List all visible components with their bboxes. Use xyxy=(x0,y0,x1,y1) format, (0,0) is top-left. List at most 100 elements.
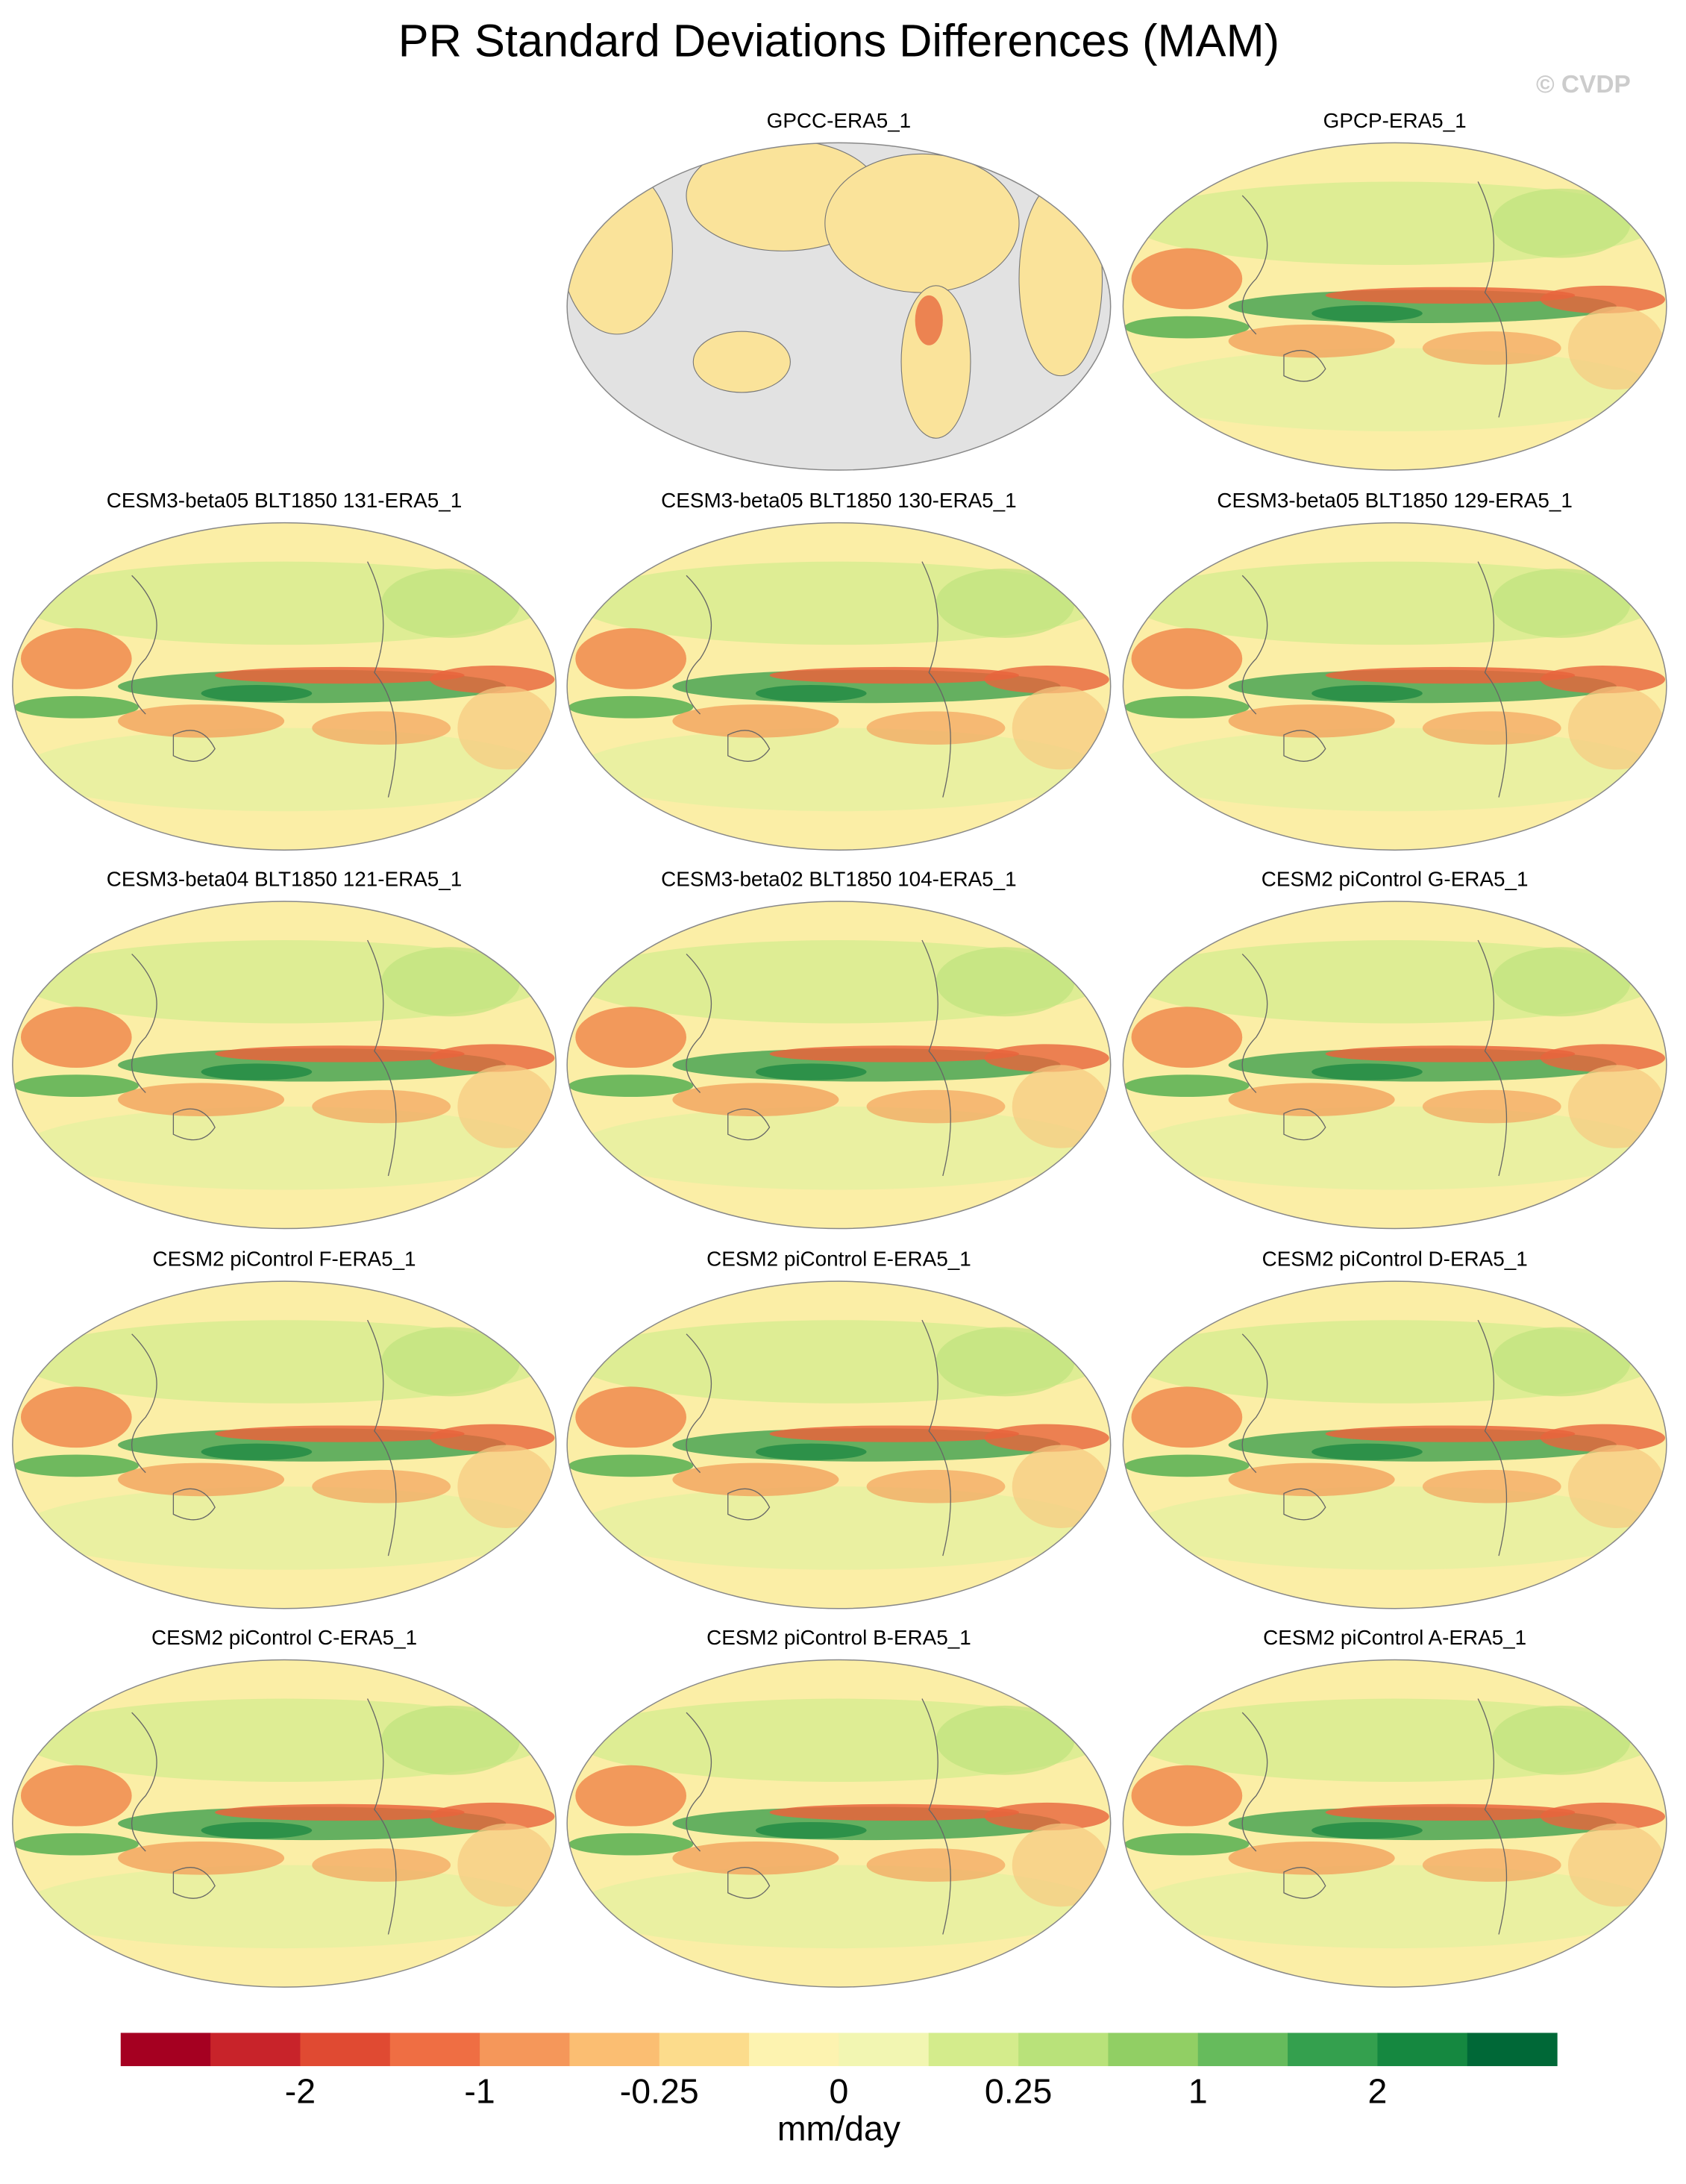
panel-title: CESM2 piControl A-ERA5_1 xyxy=(1263,1626,1526,1649)
map-panel: CESM2 piControl E-ERA5_1 xyxy=(566,1248,1112,1609)
field-pattern xyxy=(1325,666,1576,684)
field-pattern xyxy=(936,568,1075,638)
land xyxy=(692,331,791,393)
panel-title: CESM2 piControl E-ERA5_1 xyxy=(706,1248,971,1271)
field-pattern xyxy=(215,1045,465,1063)
land xyxy=(824,153,1020,293)
map-border xyxy=(566,901,1112,1230)
map-border xyxy=(566,1659,1112,1988)
field-pattern xyxy=(1311,1821,1423,1839)
field-pattern xyxy=(215,666,465,684)
panel-title: CESM3-beta05 BLT1850 130-ERA5_1 xyxy=(661,489,1016,512)
field-pattern xyxy=(20,1865,548,1949)
figure-title: PR Standard Deviations Differences (MAM) xyxy=(398,15,1279,66)
field-pattern xyxy=(1131,1765,1243,1827)
field-pattern xyxy=(1131,728,1658,812)
land-anomaly xyxy=(915,295,943,345)
colorbar-box xyxy=(480,2033,570,2067)
field-pattern xyxy=(769,1803,1020,1821)
field-pattern xyxy=(866,1089,1006,1124)
field-pattern xyxy=(1012,1065,1109,1148)
field-pattern xyxy=(1567,1823,1666,1907)
field-pattern xyxy=(568,1074,694,1098)
field-pattern xyxy=(381,1705,520,1775)
field-pattern xyxy=(20,728,548,812)
field-pattern xyxy=(20,1386,132,1448)
field-pattern xyxy=(201,1063,313,1080)
map-border xyxy=(1122,142,1667,471)
field-pattern xyxy=(769,1425,1020,1442)
field-pattern xyxy=(769,1045,1020,1063)
field-pattern xyxy=(118,1083,285,1117)
colorbar-box xyxy=(300,2033,391,2067)
field-pattern xyxy=(1228,324,1395,358)
map-field xyxy=(1123,143,1667,471)
field-pattern xyxy=(984,666,1109,694)
colorbar-box xyxy=(659,2033,750,2067)
field-pattern xyxy=(575,1007,686,1068)
field-pattern xyxy=(1491,188,1631,258)
map-panel: CESM2 piControl C-ERA5_1 xyxy=(12,1626,557,1988)
field-pattern xyxy=(984,1044,1109,1072)
field-pattern xyxy=(118,1841,285,1875)
colorbar-tick-label: -0.25 xyxy=(620,2071,699,2110)
colorbar-box xyxy=(749,2033,839,2067)
map-border xyxy=(12,1659,557,1988)
field-pattern xyxy=(20,1107,548,1190)
field-pattern xyxy=(1131,1386,1243,1448)
field-pattern xyxy=(1540,1044,1666,1072)
field-pattern xyxy=(215,1425,465,1442)
field-pattern xyxy=(13,1074,139,1098)
field-pattern xyxy=(381,568,520,638)
field-pattern xyxy=(312,1469,451,1504)
coastline xyxy=(1241,181,1508,418)
field-pattern xyxy=(20,1765,132,1827)
field-pattern xyxy=(118,1462,285,1497)
coastline xyxy=(1241,1698,1508,1935)
panel-title: GPCC-ERA5_1 xyxy=(767,109,912,132)
map-field xyxy=(1123,522,1667,851)
map-panel: GPCC-ERA5_1 xyxy=(566,109,1112,471)
field-pattern xyxy=(20,1486,548,1570)
field-pattern xyxy=(1131,1486,1658,1570)
field-pattern xyxy=(755,1063,867,1080)
field-pattern xyxy=(1124,695,1250,719)
field-pattern xyxy=(1228,1083,1395,1117)
colorbar-box xyxy=(928,2033,1019,2067)
map-field xyxy=(567,522,1111,851)
field-pattern xyxy=(936,1705,1075,1775)
coastline xyxy=(131,1698,397,1935)
coastline xyxy=(1241,1319,1508,1556)
field-pattern xyxy=(20,1007,132,1068)
map-border xyxy=(1122,522,1667,851)
field-pattern xyxy=(769,666,1020,684)
colorbar: -2 -1 -0.25 0 0.25 1 2 mm/day xyxy=(120,2033,1558,2148)
field-pattern xyxy=(866,711,1006,745)
coastline xyxy=(1241,561,1508,798)
map-border xyxy=(12,522,557,851)
field-pattern xyxy=(936,947,1075,1017)
field-pattern xyxy=(20,628,132,689)
field-pattern xyxy=(936,1327,1075,1397)
map-border xyxy=(566,522,1112,851)
field-pattern xyxy=(1422,711,1561,745)
panel-title: CESM3-beta05 BLT1850 129-ERA5_1 xyxy=(1217,489,1572,512)
field-pattern xyxy=(430,1424,555,1452)
field-pattern xyxy=(1124,1074,1250,1098)
colorbar-tick-label: 0.25 xyxy=(985,2071,1052,2110)
map-border xyxy=(566,1280,1112,1609)
map-field xyxy=(567,143,1111,471)
field-pattern xyxy=(575,1107,1103,1190)
field-pattern xyxy=(1228,704,1395,738)
field-pattern xyxy=(201,685,313,702)
field-pattern xyxy=(1311,685,1423,702)
field-pattern xyxy=(457,1065,555,1148)
field-pattern xyxy=(1124,316,1250,339)
field-pattern xyxy=(1491,947,1631,1017)
watermark: © CVDP xyxy=(1536,71,1631,98)
map-panel: CESM2 piControl A-ERA5_1 xyxy=(1122,1626,1667,1988)
map-field xyxy=(567,1659,1111,1988)
field-pattern xyxy=(1422,1848,1561,1882)
field-pattern xyxy=(381,947,520,1017)
colorbar-box xyxy=(1288,2033,1378,2067)
